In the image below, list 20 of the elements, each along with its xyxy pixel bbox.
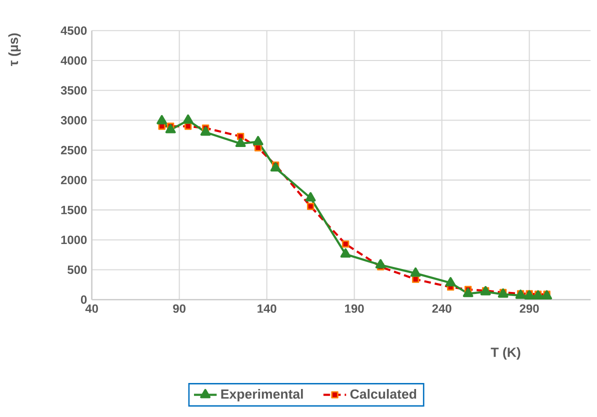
- x-tick-label: 240: [432, 304, 452, 313]
- y-tick-label: 3000: [60, 116, 87, 125]
- y-tick-label: 4000: [60, 56, 87, 65]
- y-axis-title: τ (µs): [8, 33, 21, 66]
- y-tick-label: 2500: [60, 146, 87, 155]
- legend-label: Calculated: [350, 389, 416, 399]
- y-tick-label: 1000: [61, 236, 87, 244]
- y-tick-label: 500: [68, 266, 87, 274]
- y-tick-label: 4500: [60, 26, 87, 35]
- x-axis-title: T (K): [490, 347, 520, 360]
- y-tick-label: 2000: [60, 176, 87, 184]
- x-tick-label: 40: [85, 304, 98, 313]
- x-tick-label: 140: [258, 304, 276, 313]
- y-tick-label: 1500: [61, 206, 87, 214]
- y-tick-label: 0: [80, 296, 87, 304]
- legend-label: Experimental: [221, 389, 303, 402]
- x-tick-label: 290: [520, 304, 539, 313]
- y-tick-label: 3500: [60, 86, 87, 95]
- x-tick-label: 90: [173, 304, 186, 313]
- x-tick-label: 190: [345, 304, 364, 313]
